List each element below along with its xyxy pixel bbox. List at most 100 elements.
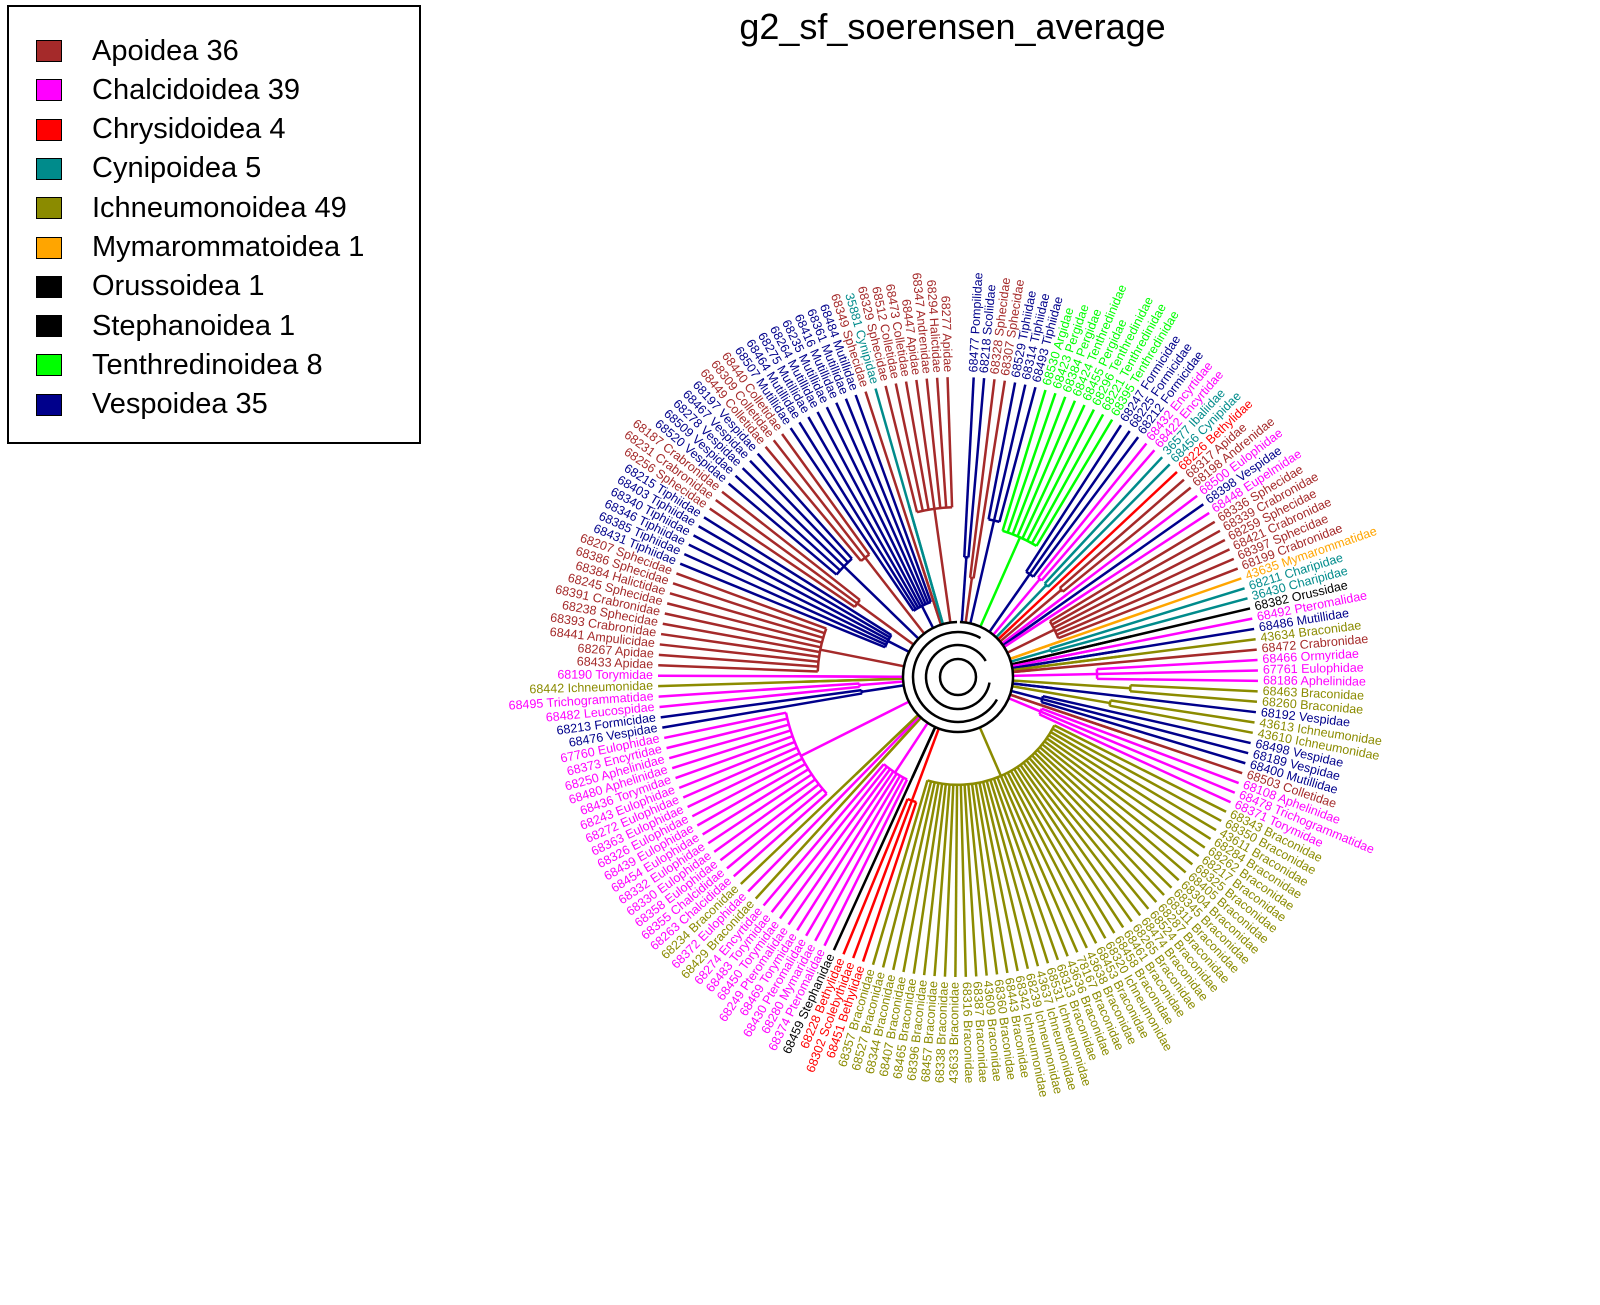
- tree-branches: [657, 377, 1258, 977]
- tip-branch: [1012, 648, 1257, 674]
- tip-branch: [1048, 734, 1212, 840]
- tip-branch: [713, 778, 816, 853]
- tip-branch: [925, 378, 942, 509]
- legend-label: Chalcidoidea 39: [92, 73, 300, 106]
- tip-branch: [658, 677, 904, 688]
- tip-branch: [864, 391, 943, 626]
- tip-branch: [1038, 746, 1187, 874]
- tip-branch: [1036, 749, 1180, 882]
- tip-branch: [663, 711, 787, 740]
- legend-label: Apoidea 36: [92, 34, 239, 67]
- tip-branch: [676, 572, 827, 630]
- legend-label: Stephanoidea 1: [92, 309, 296, 342]
- tip-branch: [974, 783, 1009, 974]
- tip-branch: [672, 582, 826, 635]
- legend-item: Orussoidea 1: [36, 270, 265, 302]
- tip-branch: [959, 784, 968, 977]
- tip-branch: [992, 778, 1060, 961]
- tip-branch: [844, 398, 930, 604]
- tip-branch: [1009, 693, 1243, 775]
- tip-branch: [992, 384, 1027, 521]
- legend-swatch: [36, 157, 62, 180]
- tip-branch: [1097, 677, 1258, 683]
- tip-branch: [1016, 766, 1125, 929]
- legend-item: Apoidea 36: [36, 34, 239, 67]
- tip-branch: [1037, 442, 1148, 579]
- tip-branch: [1049, 587, 1245, 650]
- legend-item: Mymarommatoidea 1: [36, 231, 364, 263]
- tip-label: 68294 Halictidae: [924, 279, 944, 373]
- legend-item: Ichneumonoidea 49: [36, 192, 347, 224]
- tip-branch: [912, 783, 944, 974]
- legend-label: Cynipoidea 5: [92, 152, 262, 185]
- tip-branch: [1009, 770, 1107, 939]
- tip-branch: [1003, 511, 1210, 648]
- tip-branch: [703, 516, 892, 637]
- tip-branch: [1057, 567, 1239, 640]
- tip-branch: [754, 716, 922, 900]
- tip-branch: [832, 726, 937, 951]
- clade-stem: [960, 557, 968, 623]
- tip-branch: [679, 562, 886, 649]
- tip-branch: [967, 378, 986, 558]
- tip-branch: [825, 406, 925, 606]
- tip-branch: [1054, 548, 1231, 633]
- legend-swatch: [36, 118, 62, 141]
- tip-branch: [805, 775, 902, 937]
- clade-stem: [864, 556, 926, 635]
- tip-branch: [922, 783, 948, 976]
- tip-branch: [997, 471, 1178, 641]
- tip-branch: [981, 781, 1030, 970]
- clade-stem: [820, 648, 905, 668]
- tip-branch: [1003, 773, 1088, 949]
- tip-branch: [915, 379, 936, 509]
- tip-branch: [1028, 757, 1158, 903]
- clade-stem: [1010, 648, 1051, 663]
- legend: Apoidea 36 Chalcidoidea 39 Chrysidoidea 4 C…: [7, 5, 421, 444]
- tip-branch: [989, 779, 1050, 964]
- tip-branch: [861, 801, 918, 962]
- tip-branch: [798, 421, 917, 610]
- tip-branch: [1012, 627, 1255, 670]
- tip-branch: [968, 379, 996, 578]
- tip-branch: [874, 388, 945, 625]
- tip-branch: [671, 729, 792, 770]
- tip-branch: [1110, 699, 1255, 724]
- tip-branch: [954, 784, 959, 977]
- tip-branch: [842, 798, 909, 955]
- tip-branch: [781, 433, 871, 556]
- tip-branch: [1056, 557, 1235, 636]
- tip-branch: [756, 452, 853, 560]
- tip-branch: [1038, 713, 1232, 804]
- tip-branch: [1035, 418, 1114, 547]
- clade-stem: [1010, 689, 1043, 701]
- tip-branch: [816, 411, 922, 608]
- tip-branch: [789, 427, 915, 612]
- tip-branch: [1041, 743, 1194, 866]
- tip-branch: [662, 692, 863, 729]
- clade-stem: [1012, 672, 1098, 678]
- tip-branch: [664, 612, 822, 649]
- tip-branch: [963, 784, 978, 977]
- tip-branch: [658, 653, 819, 668]
- clade-stem: [887, 639, 910, 653]
- tip-branch: [747, 715, 921, 893]
- clade-stem: [1006, 628, 1056, 654]
- legend-swatch: [36, 315, 62, 338]
- tip-branch: [1006, 392, 1057, 533]
- legend-label: Tenthredinoidea 8: [92, 348, 323, 381]
- clade-stem: [992, 578, 1041, 636]
- clade-stem: [964, 577, 974, 623]
- tip-branch: [1009, 577, 1242, 661]
- tip-branch: [658, 664, 818, 673]
- tip-branch: [1001, 494, 1198, 645]
- tip-branch: [701, 768, 810, 836]
- tip-branch: [985, 780, 1040, 967]
- tip-branch: [691, 757, 804, 818]
- legend-label: Chrysidoidea 4: [92, 113, 286, 146]
- tip-branch: [721, 490, 861, 601]
- tip-label: 68433 Apidae: [577, 654, 654, 671]
- backbone-arc: [911, 630, 999, 724]
